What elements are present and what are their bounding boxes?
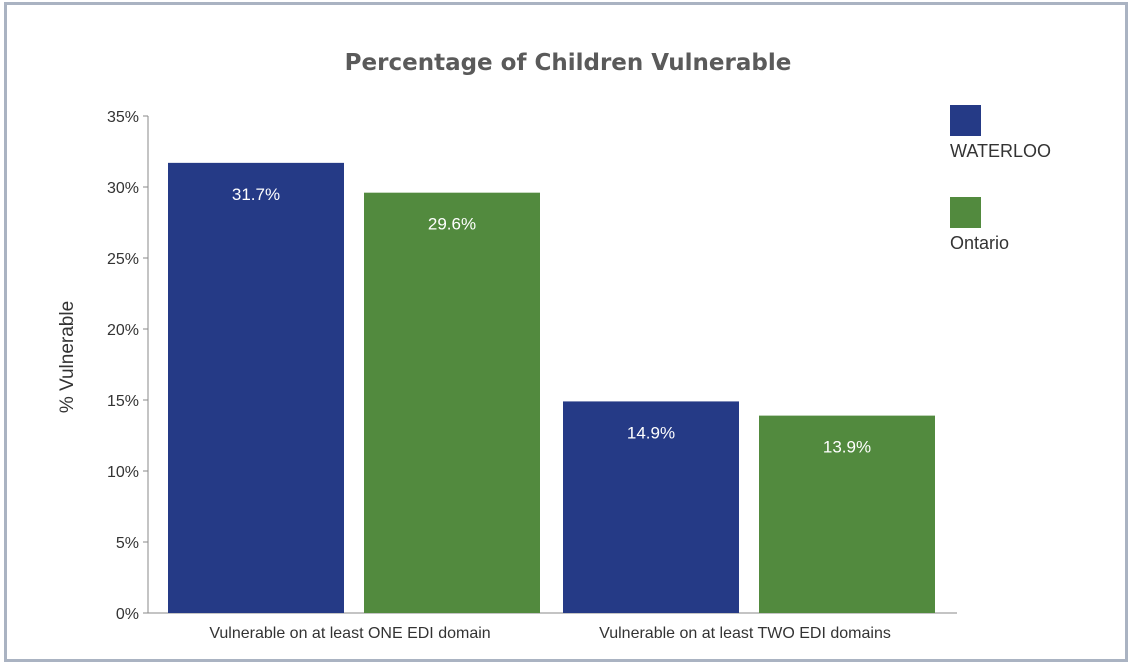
legend-swatch: [950, 105, 981, 136]
category-label: Vulnerable on at least ONE EDI domain: [209, 625, 490, 642]
chart-frame: Percentage of Children Vulnerable % Vuln…: [4, 2, 1128, 662]
bar-waterloo-1: [563, 401, 739, 613]
plot-area: 0% 5% 10% 15% 20% 25% 30% 35% 31.7% 14.9% 29.6% 13.…: [107, 109, 957, 642]
chart-title: Percentage of Children Vulnerable: [345, 50, 792, 76]
y-tick-label: 25%: [107, 251, 139, 268]
legend: WATERLOO Ontario: [950, 105, 1051, 253]
bar-ontario-0: [364, 192, 540, 613]
y-axis-label: % Vulnerable: [57, 301, 78, 413]
bar-ontario-1: [759, 415, 935, 613]
y-tick-label: 10%: [107, 464, 139, 481]
legend-swatch: [950, 197, 981, 228]
legend-label: WATERLOO: [950, 141, 1051, 161]
category-label: Vulnerable on at least TWO EDI domains: [599, 625, 891, 642]
y-tick-label: 5%: [116, 535, 139, 552]
legend-label: Ontario: [950, 233, 1009, 253]
data-label-ontario-0: 29.6%: [428, 215, 476, 234]
data-label-waterloo-1: 14.9%: [627, 423, 675, 442]
y-tick-label: 0%: [116, 606, 139, 623]
data-label-ontario-1: 13.9%: [823, 438, 871, 457]
y-tick-label: 30%: [107, 180, 139, 197]
chart-svg: Percentage of Children Vulnerable % Vuln…: [57, 50, 1051, 642]
bar-waterloo-0: [168, 162, 344, 614]
y-tick-label: 20%: [107, 322, 139, 339]
y-tick-label: 35%: [107, 109, 139, 126]
data-label-waterloo-0: 31.7%: [232, 185, 280, 204]
y-tick-label: 15%: [107, 393, 139, 410]
